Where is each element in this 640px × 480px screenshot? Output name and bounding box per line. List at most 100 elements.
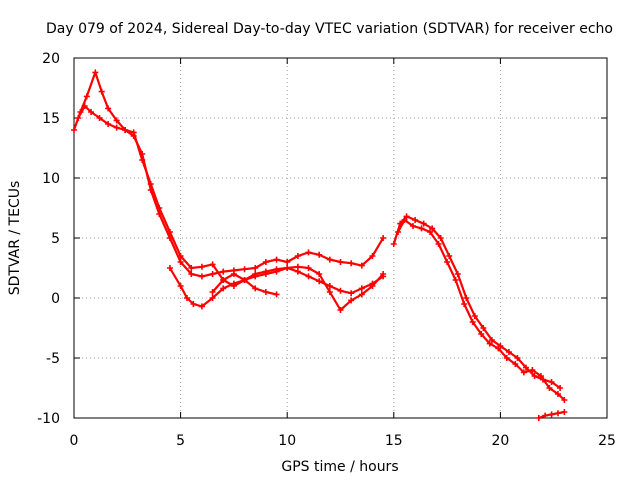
data-point xyxy=(488,337,495,343)
data-point xyxy=(337,287,344,294)
data-point xyxy=(198,273,205,280)
data-point xyxy=(316,251,323,258)
data-point xyxy=(81,103,88,109)
data-point xyxy=(520,369,527,376)
data-point xyxy=(444,259,451,265)
data-point xyxy=(262,268,269,275)
data-point xyxy=(177,283,184,289)
data-point xyxy=(531,373,538,379)
data-point xyxy=(401,217,408,223)
x-tick-label: 15 xyxy=(385,433,403,449)
data-point xyxy=(512,361,519,367)
data-point xyxy=(71,127,77,133)
data-point xyxy=(452,277,459,283)
data-point xyxy=(546,385,553,391)
data-point xyxy=(166,265,173,271)
data-point xyxy=(435,241,442,247)
data-point xyxy=(96,115,103,121)
series-line xyxy=(397,218,566,401)
data-point xyxy=(122,127,129,133)
data-point xyxy=(305,273,312,280)
data-point xyxy=(454,271,461,277)
data-point xyxy=(395,229,402,235)
data-point xyxy=(503,355,510,361)
data-point xyxy=(495,345,502,352)
data-point xyxy=(348,290,355,297)
data-point xyxy=(316,278,323,285)
data-point xyxy=(486,340,493,347)
y-tick-label: 15 xyxy=(42,111,60,127)
data-point xyxy=(348,260,355,267)
data-point xyxy=(113,117,120,124)
data-point xyxy=(284,265,291,271)
plot-frame xyxy=(73,57,608,419)
chart-title: Day 079 of 2024, Sidereal Day-to-day VTE… xyxy=(46,21,613,37)
grid xyxy=(74,58,607,418)
series-line xyxy=(168,265,384,312)
data-point xyxy=(505,349,512,355)
data-point xyxy=(369,253,376,259)
data-point xyxy=(92,69,99,76)
series-track-c xyxy=(166,263,387,313)
data-point xyxy=(480,325,487,331)
data-point xyxy=(337,307,344,313)
data-point xyxy=(537,373,544,379)
series-track-e xyxy=(390,213,564,391)
series-track-a xyxy=(71,69,387,280)
data-point xyxy=(105,121,112,127)
data-point xyxy=(241,266,248,273)
x-tick-label: 0 xyxy=(70,433,79,449)
data-point xyxy=(209,289,216,295)
data-point xyxy=(294,253,301,259)
data-point xyxy=(403,213,410,220)
data-point xyxy=(198,263,205,270)
data-point xyxy=(273,266,280,273)
data-point xyxy=(273,291,280,298)
data-point xyxy=(241,277,248,283)
data-point xyxy=(252,265,259,271)
data-point xyxy=(326,289,333,295)
data-point xyxy=(305,265,312,271)
y-tick-label: 5 xyxy=(51,231,60,247)
data-point xyxy=(326,256,333,263)
y-tick-label: 10 xyxy=(42,171,60,187)
data-point xyxy=(358,285,365,292)
series-track-g xyxy=(535,409,568,421)
data-point xyxy=(337,259,344,265)
data-point xyxy=(446,253,453,259)
data-point xyxy=(105,105,112,112)
data-point xyxy=(284,259,291,265)
data-point xyxy=(461,301,468,307)
x-tick-label: 5 xyxy=(176,433,185,449)
data-point xyxy=(358,262,365,269)
data-point xyxy=(522,364,529,371)
data-point xyxy=(209,261,216,268)
series-track-b xyxy=(75,103,387,297)
data-point xyxy=(252,271,259,277)
data-point xyxy=(478,331,485,337)
data-point xyxy=(294,263,301,270)
x-tick-label: 10 xyxy=(278,433,296,449)
data-point xyxy=(412,217,419,223)
data-point xyxy=(420,220,427,227)
data-point xyxy=(471,313,478,319)
data-point xyxy=(548,411,555,418)
data-point xyxy=(463,295,470,301)
data-point xyxy=(418,225,425,232)
x-tick-label: 20 xyxy=(491,433,509,449)
data-point xyxy=(113,124,120,131)
data-point xyxy=(75,115,82,121)
data-point xyxy=(220,285,227,292)
data-point xyxy=(542,412,549,419)
data-point xyxy=(262,259,269,265)
data-point xyxy=(209,295,216,301)
y-tick-label: 0 xyxy=(51,291,60,307)
data-point xyxy=(529,367,536,373)
data-point xyxy=(177,253,184,259)
y-tick-label: -10 xyxy=(37,411,60,427)
data-point xyxy=(198,303,205,310)
series-track-f xyxy=(395,217,568,403)
y-axis: -10 -5 0 5 10 15 20 xyxy=(37,51,607,427)
data-point xyxy=(369,283,376,289)
data-point xyxy=(166,229,173,235)
